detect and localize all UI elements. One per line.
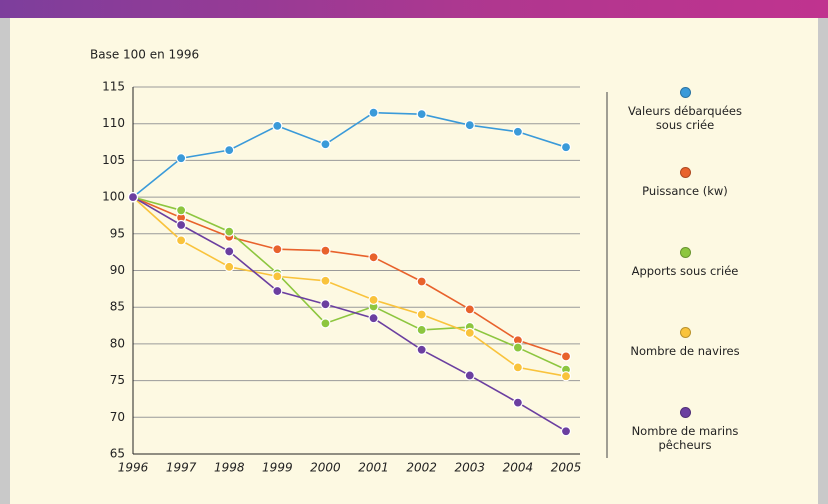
point — [224, 226, 235, 237]
point — [320, 299, 331, 310]
x-tick-label: 2002 — [406, 461, 437, 475]
legend-marker — [679, 407, 691, 418]
point — [416, 324, 427, 336]
point — [512, 342, 523, 353]
y-tick-label: 85 — [110, 300, 125, 314]
point — [176, 235, 187, 246]
y-tick-label: 95 — [110, 226, 125, 240]
y-tick-label: 115 — [102, 80, 125, 94]
point — [320, 318, 331, 329]
y-tick-label: 90 — [110, 263, 125, 277]
point — [272, 271, 283, 282]
point — [416, 109, 427, 120]
legend-marker — [679, 87, 691, 98]
point — [176, 219, 187, 231]
legend-marker — [679, 327, 691, 338]
point — [368, 252, 379, 263]
point — [512, 126, 523, 137]
point — [416, 344, 427, 355]
y-axis-title: Base 100 en 1996 — [90, 48, 199, 62]
point — [560, 371, 572, 382]
point — [416, 309, 427, 320]
point — [272, 120, 283, 132]
point — [464, 304, 475, 315]
legend-label: Apports sous criée — [631, 264, 739, 278]
point — [368, 107, 379, 118]
x-tick-label: 1998 — [214, 461, 245, 475]
y-tick-label: 100 — [102, 190, 125, 204]
point — [560, 426, 572, 437]
y-tick-label: 70 — [110, 410, 125, 424]
point — [176, 153, 187, 164]
y-tick-label: 80 — [110, 336, 125, 350]
y-tick-label: 65 — [110, 447, 125, 461]
point — [272, 244, 283, 255]
point — [464, 327, 475, 338]
point — [176, 205, 187, 216]
point — [512, 397, 523, 408]
panel — [10, 18, 818, 504]
point — [464, 120, 475, 131]
x-tick-label: 2004 — [503, 461, 534, 475]
point — [368, 294, 379, 305]
legend-item: Nombre de navires — [610, 327, 760, 358]
series-line — [132, 196, 567, 371]
point — [512, 362, 523, 373]
point — [560, 142, 572, 153]
point — [127, 192, 139, 203]
point — [272, 285, 283, 297]
x-tick-label: 1996 — [118, 461, 149, 475]
legend-label: Nombre de marins pêcheurs — [631, 424, 739, 452]
header-band — [0, 0, 828, 18]
point — [320, 275, 331, 286]
series-line — [132, 196, 567, 432]
legend-item: Nombre de marins pêcheurs — [610, 407, 760, 452]
legend-item: Valeurs débarquées sous criée — [610, 87, 760, 132]
legend-item: Puissance (kw) — [610, 167, 760, 198]
series-line — [132, 196, 567, 358]
x-tick-label: 2001 — [358, 461, 389, 475]
point — [368, 313, 379, 324]
legend-item: Apports sous criée — [610, 247, 760, 278]
series-line — [132, 196, 567, 377]
legend-label: Valeurs débarquées sous criée — [628, 104, 742, 132]
x-tick-label: 1999 — [262, 461, 293, 475]
point — [320, 139, 331, 150]
legend-marker — [679, 247, 691, 258]
x-tick-label: 2005 — [551, 461, 582, 475]
y-tick-label: 110 — [102, 116, 125, 130]
x-tick-label: 2000 — [310, 461, 341, 475]
x-tick-label: 1997 — [166, 461, 197, 475]
point — [224, 145, 235, 156]
point — [416, 276, 427, 287]
point — [224, 261, 235, 272]
point — [320, 245, 331, 256]
y-tick-label: 75 — [110, 373, 125, 387]
series-line — [132, 111, 567, 198]
legend-marker — [679, 167, 691, 178]
x-tick-label: 2003 — [455, 461, 486, 475]
legend-label: Puissance (kw) — [642, 184, 728, 198]
point — [560, 351, 572, 362]
point — [224, 246, 235, 257]
legend-label: Nombre de navires — [630, 344, 740, 358]
point — [464, 370, 475, 381]
y-tick-label: 105 — [102, 153, 125, 167]
